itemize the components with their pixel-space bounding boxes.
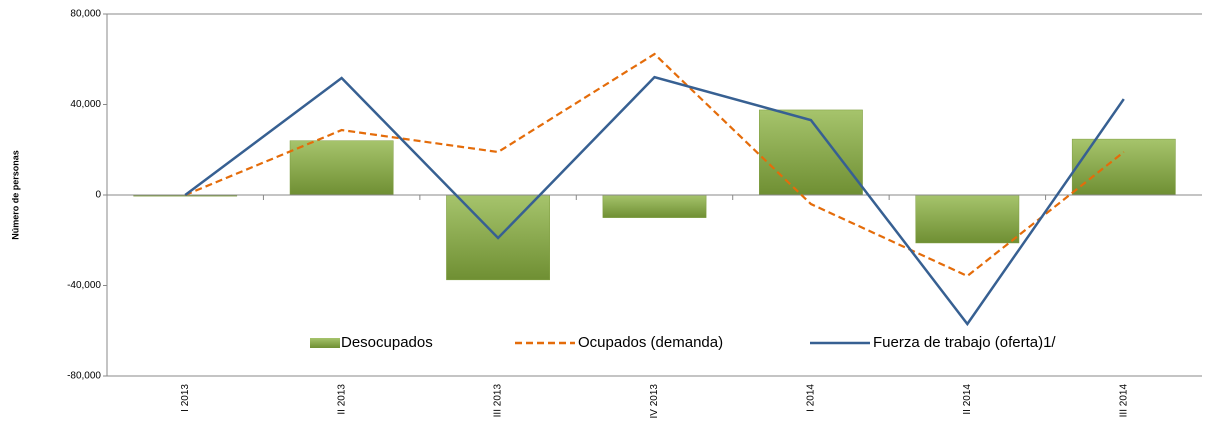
x-tick-label: III 2014: [1118, 384, 1129, 418]
bar: [915, 194, 1020, 244]
line: [184, 75, 1125, 327]
x-tick-label: III 2013: [493, 384, 504, 418]
bar: [289, 140, 394, 196]
y-tick-label: 80,000: [70, 9, 101, 20]
y-tick-label: -40,000: [67, 280, 101, 291]
x-tick-label: II 2013: [336, 384, 347, 415]
line: [184, 52, 1125, 278]
legend-swatch: [310, 338, 340, 348]
x-tick-label: IV 2013: [649, 384, 660, 419]
y-tick-label: -80,000: [67, 371, 101, 382]
y-tick-label: 40,000: [70, 99, 101, 110]
bar: [602, 194, 707, 218]
x-tick-label: I 2013: [180, 384, 191, 412]
x-tick-label: II 2014: [962, 384, 973, 415]
bar: [759, 109, 863, 196]
x-tick-label: I 2014: [806, 384, 817, 412]
y-tick-label: 0: [95, 190, 101, 201]
y-axis-label: Número de personas: [10, 150, 20, 240]
legend-label: Desocupados: [341, 334, 433, 351]
legend-label: Fuerza de trabajo (oferta)1/: [873, 334, 1056, 351]
bar: [1071, 138, 1176, 196]
legend-label: Ocupados (demanda): [578, 334, 723, 351]
